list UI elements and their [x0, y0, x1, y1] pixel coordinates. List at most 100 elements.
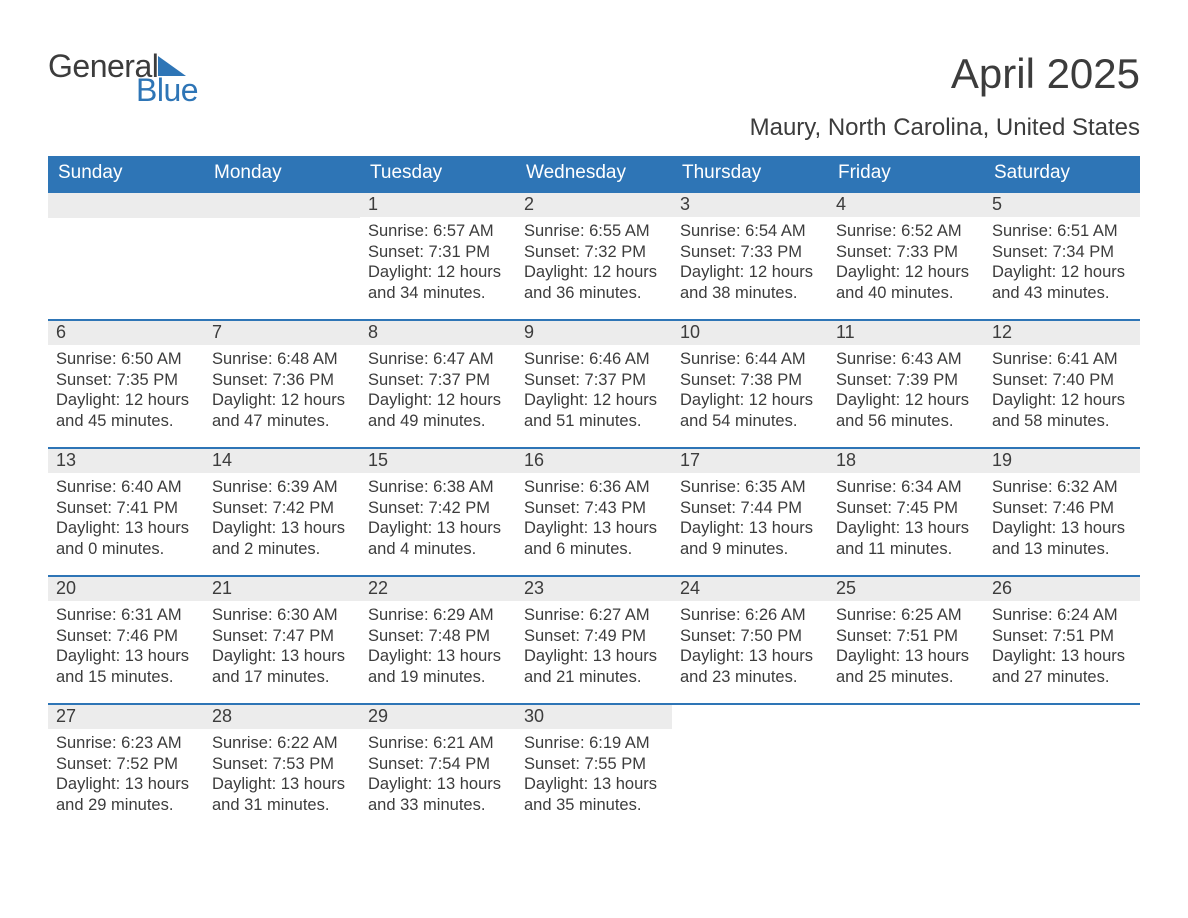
day-line-ss: Sunset: 7:39 PM — [836, 370, 976, 391]
day-body: Sunrise: 6:55 AMSunset: 7:32 PMDaylight:… — [516, 217, 672, 310]
week-row: 6Sunrise: 6:50 AMSunset: 7:35 PMDaylight… — [48, 320, 1140, 448]
day-cell: 2Sunrise: 6:55 AMSunset: 7:32 PMDaylight… — [516, 192, 672, 320]
day-line-ss: Sunset: 7:38 PM — [680, 370, 820, 391]
day-line-dl1: Daylight: 13 hours — [212, 774, 352, 795]
day-line-sr: Sunrise: 6:39 AM — [212, 477, 352, 498]
day-body: Sunrise: 6:32 AMSunset: 7:46 PMDaylight:… — [984, 473, 1140, 566]
day-line-dl1: Daylight: 13 hours — [836, 646, 976, 667]
day-number: 22 — [360, 577, 516, 601]
day-line-dl1: Daylight: 12 hours — [992, 390, 1132, 411]
day-body: Sunrise: 6:44 AMSunset: 7:38 PMDaylight:… — [672, 345, 828, 438]
day-line-sr: Sunrise: 6:55 AM — [524, 221, 664, 242]
day-line-sr: Sunrise: 6:24 AM — [992, 605, 1132, 626]
day-line-ss: Sunset: 7:51 PM — [992, 626, 1132, 647]
day-line-ss: Sunset: 7:55 PM — [524, 754, 664, 775]
day-line-ss: Sunset: 7:46 PM — [992, 498, 1132, 519]
day-line-dl2: and 29 minutes. — [56, 795, 196, 816]
day-cell: 25Sunrise: 6:25 AMSunset: 7:51 PMDayligh… — [828, 576, 984, 704]
day-line-dl1: Daylight: 12 hours — [56, 390, 196, 411]
day-cell: 6Sunrise: 6:50 AMSunset: 7:35 PMDaylight… — [48, 320, 204, 448]
day-line-sr: Sunrise: 6:25 AM — [836, 605, 976, 626]
day-number: 2 — [516, 193, 672, 217]
day-line-sr: Sunrise: 6:50 AM — [56, 349, 196, 370]
day-line-ss: Sunset: 7:50 PM — [680, 626, 820, 647]
dayname-row: SundayMondayTuesdayWednesdayThursdayFrid… — [48, 156, 1140, 192]
day-line-dl1: Daylight: 12 hours — [368, 262, 508, 283]
day-body: Sunrise: 6:46 AMSunset: 7:37 PMDaylight:… — [516, 345, 672, 438]
day-cell — [984, 704, 1140, 832]
day-line-dl2: and 13 minutes. — [992, 539, 1132, 560]
day-cell: 18Sunrise: 6:34 AMSunset: 7:45 PMDayligh… — [828, 448, 984, 576]
day-number: 4 — [828, 193, 984, 217]
day-cell: 22Sunrise: 6:29 AMSunset: 7:48 PMDayligh… — [360, 576, 516, 704]
day-line-sr: Sunrise: 6:54 AM — [680, 221, 820, 242]
day-line-sr: Sunrise: 6:38 AM — [368, 477, 508, 498]
day-number: 17 — [672, 449, 828, 473]
dayname-header: Tuesday — [360, 156, 516, 192]
day-body: Sunrise: 6:48 AMSunset: 7:36 PMDaylight:… — [204, 345, 360, 438]
dayname-header: Friday — [828, 156, 984, 192]
day-number: 23 — [516, 577, 672, 601]
day-line-sr: Sunrise: 6:26 AM — [680, 605, 820, 626]
day-cell: 7Sunrise: 6:48 AMSunset: 7:36 PMDaylight… — [204, 320, 360, 448]
day-number: 6 — [48, 321, 204, 345]
day-number: 3 — [672, 193, 828, 217]
day-line-sr: Sunrise: 6:27 AM — [524, 605, 664, 626]
day-line-dl2: and 31 minutes. — [212, 795, 352, 816]
day-number: 20 — [48, 577, 204, 601]
day-line-dl1: Daylight: 13 hours — [524, 518, 664, 539]
day-body: Sunrise: 6:54 AMSunset: 7:33 PMDaylight:… — [672, 217, 828, 310]
day-line-dl2: and 56 minutes. — [836, 411, 976, 432]
day-line-sr: Sunrise: 6:43 AM — [836, 349, 976, 370]
day-cell: 3Sunrise: 6:54 AMSunset: 7:33 PMDaylight… — [672, 192, 828, 320]
day-body: Sunrise: 6:23 AMSunset: 7:52 PMDaylight:… — [48, 729, 204, 822]
dayname-header: Monday — [204, 156, 360, 192]
day-line-sr: Sunrise: 6:36 AM — [524, 477, 664, 498]
day-line-dl2: and 34 minutes. — [368, 283, 508, 304]
day-cell — [204, 192, 360, 320]
day-line-ss: Sunset: 7:33 PM — [680, 242, 820, 263]
day-body: Sunrise: 6:24 AMSunset: 7:51 PMDaylight:… — [984, 601, 1140, 694]
day-line-dl1: Daylight: 13 hours — [368, 518, 508, 539]
day-line-ss: Sunset: 7:52 PM — [56, 754, 196, 775]
day-line-ss: Sunset: 7:49 PM — [524, 626, 664, 647]
day-line-sr: Sunrise: 6:51 AM — [992, 221, 1132, 242]
day-line-dl2: and 40 minutes. — [836, 283, 976, 304]
day-number: 18 — [828, 449, 984, 473]
day-number: 19 — [984, 449, 1140, 473]
day-line-ss: Sunset: 7:33 PM — [836, 242, 976, 263]
day-line-dl2: and 19 minutes. — [368, 667, 508, 688]
day-cell: 29Sunrise: 6:21 AMSunset: 7:54 PMDayligh… — [360, 704, 516, 832]
day-body: Sunrise: 6:30 AMSunset: 7:47 PMDaylight:… — [204, 601, 360, 694]
day-body: Sunrise: 6:47 AMSunset: 7:37 PMDaylight:… — [360, 345, 516, 438]
day-line-dl2: and 9 minutes. — [680, 539, 820, 560]
day-number: 1 — [360, 193, 516, 217]
day-body: Sunrise: 6:38 AMSunset: 7:42 PMDaylight:… — [360, 473, 516, 566]
day-number: 16 — [516, 449, 672, 473]
day-cell: 28Sunrise: 6:22 AMSunset: 7:53 PMDayligh… — [204, 704, 360, 832]
day-line-sr: Sunrise: 6:57 AM — [368, 221, 508, 242]
day-line-dl1: Daylight: 12 hours — [524, 390, 664, 411]
day-number: 29 — [360, 705, 516, 729]
day-cell: 1Sunrise: 6:57 AMSunset: 7:31 PMDaylight… — [360, 192, 516, 320]
day-line-ss: Sunset: 7:54 PM — [368, 754, 508, 775]
day-body: Sunrise: 6:40 AMSunset: 7:41 PMDaylight:… — [48, 473, 204, 566]
day-number: 8 — [360, 321, 516, 345]
day-cell: 8Sunrise: 6:47 AMSunset: 7:37 PMDaylight… — [360, 320, 516, 448]
day-body: Sunrise: 6:25 AMSunset: 7:51 PMDaylight:… — [828, 601, 984, 694]
day-line-ss: Sunset: 7:51 PM — [836, 626, 976, 647]
day-line-ss: Sunset: 7:36 PM — [212, 370, 352, 391]
day-cell: 24Sunrise: 6:26 AMSunset: 7:50 PMDayligh… — [672, 576, 828, 704]
dayname-header: Sunday — [48, 156, 204, 192]
day-number: 11 — [828, 321, 984, 345]
day-number: 14 — [204, 449, 360, 473]
day-line-sr: Sunrise: 6:46 AM — [524, 349, 664, 370]
day-number: 26 — [984, 577, 1140, 601]
day-line-dl2: and 36 minutes. — [524, 283, 664, 304]
day-cell: 27Sunrise: 6:23 AMSunset: 7:52 PMDayligh… — [48, 704, 204, 832]
day-number: 5 — [984, 193, 1140, 217]
day-line-sr: Sunrise: 6:40 AM — [56, 477, 196, 498]
day-line-dl1: Daylight: 12 hours — [992, 262, 1132, 283]
day-number: 21 — [204, 577, 360, 601]
day-line-sr: Sunrise: 6:19 AM — [524, 733, 664, 754]
